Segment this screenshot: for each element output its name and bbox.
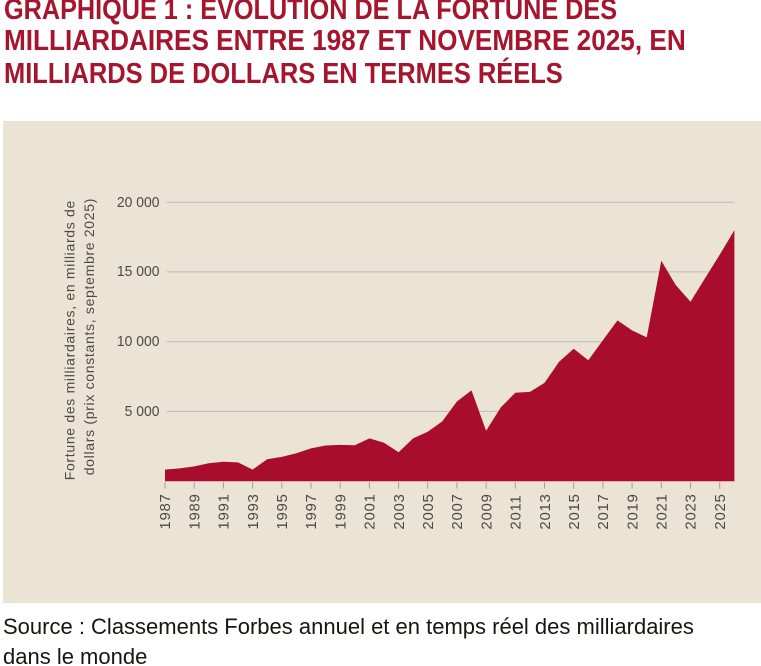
svg-text:2023: 2023	[683, 493, 700, 529]
svg-text:2007: 2007	[449, 493, 466, 529]
svg-text:2005: 2005	[420, 493, 437, 529]
svg-text:dollars (prix constants, septe: dollars (prix constants, septembre 2025)	[81, 198, 97, 475]
svg-text:2009: 2009	[478, 493, 495, 529]
svg-text:2025: 2025	[712, 493, 729, 529]
svg-text:1987: 1987	[157, 493, 174, 529]
svg-text:2013: 2013	[537, 493, 554, 529]
svg-text:2021: 2021	[654, 493, 671, 529]
svg-text:Fortune des milliardaires, en: Fortune des milliardaires, en milliards …	[62, 200, 78, 480]
svg-text:1999: 1999	[332, 493, 349, 529]
svg-text:2015: 2015	[566, 493, 583, 529]
svg-text:1989: 1989	[186, 493, 203, 529]
svg-text:1997: 1997	[303, 493, 320, 529]
svg-text:2017: 2017	[595, 493, 612, 529]
svg-text:2011: 2011	[508, 495, 525, 530]
svg-text:2003: 2003	[391, 493, 408, 529]
svg-text:2001: 2001	[362, 493, 379, 529]
svg-text:1995: 1995	[274, 493, 291, 529]
svg-text:1991: 1991	[216, 493, 233, 529]
svg-text:1993: 1993	[245, 493, 262, 529]
svg-text:2019: 2019	[624, 493, 641, 529]
